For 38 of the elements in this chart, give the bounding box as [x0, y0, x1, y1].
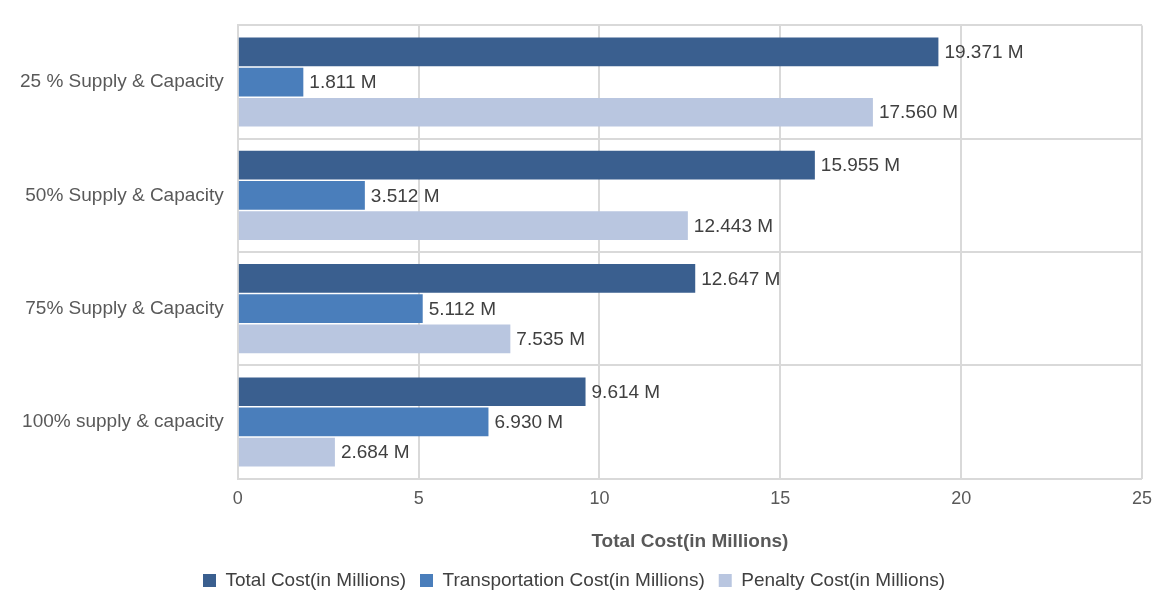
bar — [238, 211, 688, 240]
y-tick-label: 50% Supply & Capacity — [25, 183, 225, 205]
data-label: 3.512 M — [370, 184, 440, 206]
bar — [238, 150, 815, 180]
bar — [238, 407, 489, 437]
bar — [238, 181, 365, 210]
y-tick-label: 100% supply & capacity — [22, 410, 225, 432]
x-tick-label: 20 — [951, 488, 972, 509]
bar — [238, 97, 873, 127]
data-label: 5.112 M — [428, 297, 496, 319]
data-label: 2.684 M — [340, 441, 410, 463]
legend-label: Penalty Cost(in Millions) — [741, 568, 946, 590]
bar — [238, 437, 335, 467]
legend-label: Total Cost(in Millions) — [225, 568, 407, 590]
data-label: 12.443 M — [693, 214, 774, 236]
legend-label: Transportation Cost(in Millions) — [442, 568, 705, 590]
bar — [238, 67, 304, 97]
x-tick-label: 0 — [232, 488, 243, 509]
y-tick-label: 75% Supply & Capacity — [25, 296, 225, 318]
y-tick-label: 25 % Supply & Capacity — [19, 70, 225, 92]
data-label: 12.647 M — [701, 267, 781, 289]
x-tick-label: 15 — [770, 488, 791, 509]
x-tick-label: 5 — [413, 488, 424, 509]
bar — [238, 324, 511, 354]
x-axis-title: Total Cost(in Millions) — [591, 529, 789, 551]
bar — [238, 264, 696, 293]
x-tick-label: 25 — [1131, 488, 1152, 509]
bar — [238, 37, 939, 67]
data-label: 6.930 M — [494, 411, 564, 433]
data-label: 1.811 M — [309, 71, 377, 93]
data-label: 7.535 M — [516, 328, 585, 350]
data-label: 15.955 M — [820, 154, 901, 176]
data-label: 17.560 M — [878, 101, 959, 123]
data-label: 19.371 M — [944, 41, 1024, 63]
bar — [238, 377, 586, 407]
bar — [238, 294, 423, 323]
data-label: 9.614 M — [591, 380, 661, 402]
x-tick-label: 10 — [589, 488, 610, 509]
